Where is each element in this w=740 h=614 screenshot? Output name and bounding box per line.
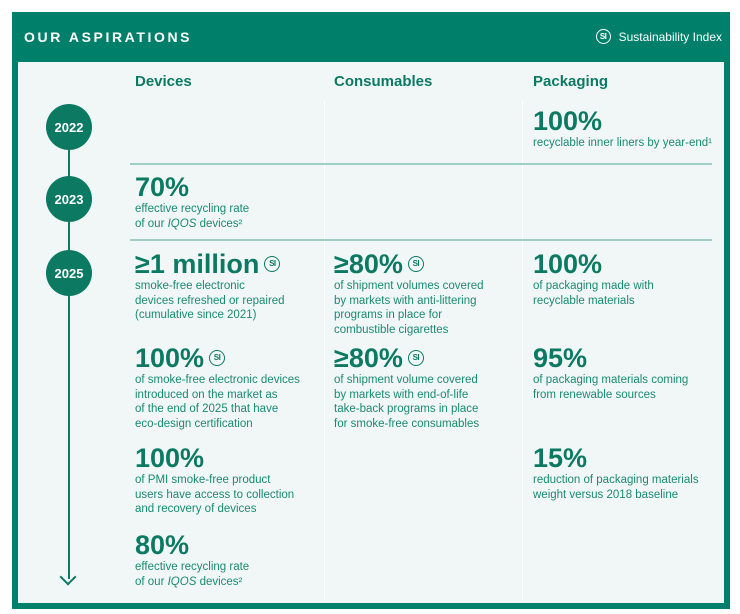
year-2023: 2023 xyxy=(46,176,92,222)
desc-line: of shipment volumes covered xyxy=(334,280,484,292)
desc-text: devices² xyxy=(196,575,243,588)
desc-line: smoke-free electronic xyxy=(135,280,245,292)
desc-line: of packaging materials coming xyxy=(533,374,689,386)
section-title: OUR ASPIRATIONS xyxy=(24,29,193,45)
target-devices-2025-4: 80% effective recycling rate of our IQOS … xyxy=(135,530,325,589)
target-consumables-2025-2: ≥80% SI of shipment volume covered by mark… xyxy=(334,343,524,431)
target-devices-2025-2: 100% SI of smoke-free electronic devices i… xyxy=(135,343,325,431)
brand-name: IQOS xyxy=(167,217,197,230)
target-value: ≥80% xyxy=(334,343,403,373)
content-panel xyxy=(18,62,724,603)
desc-line: of packaging made with xyxy=(533,280,654,292)
target-value: 100% xyxy=(533,106,603,136)
desc-text: of our xyxy=(135,217,168,230)
column-header-consumables: Consumables xyxy=(334,73,433,90)
desc-line: by markets with end-of-life xyxy=(334,388,469,401)
desc-text: devices² xyxy=(196,217,243,230)
desc-line: (cumulative since 2021) xyxy=(135,309,257,321)
target-value: 70% xyxy=(135,172,190,202)
target-consumables-2025-1: ≥80% SI of shipment volumes covered by mar… xyxy=(334,249,524,337)
year-2025: 2025 xyxy=(46,250,92,296)
sustainability-index-icon: SI xyxy=(209,350,226,366)
target-desc: recyclable inner liners by year-end¹ xyxy=(533,137,712,149)
target-value: 15% xyxy=(533,443,588,473)
desc-line: combustible cigarettes xyxy=(334,323,449,336)
desc-line: of PMI smoke-free product xyxy=(135,474,271,486)
target-value: 100% xyxy=(135,443,205,473)
desc-line: devices refreshed or repaired xyxy=(135,294,285,307)
column-divider xyxy=(324,100,325,600)
desc-line: of smoke-free electronic devices xyxy=(135,374,300,386)
target-value: ≥1 million xyxy=(135,249,260,279)
target-packaging-2025-3: 15% reduction of packaging materials weig… xyxy=(533,443,723,502)
sustainability-index-icon: SI xyxy=(595,29,611,44)
si-legend: SI Sustainability Index xyxy=(595,29,722,44)
desc-line: programs in place for xyxy=(334,309,443,321)
si-legend-label: Sustainability Index xyxy=(618,29,722,44)
desc-line: reduction of packaging materials xyxy=(533,474,699,486)
target-value: 95% xyxy=(533,343,588,373)
target-packaging-2022: 100% recyclable inner liners by year-end… xyxy=(533,106,723,151)
target-devices-2025-1: ≥1 million SI smoke-free electronic device… xyxy=(135,249,325,323)
brand-name: IQOS xyxy=(167,575,197,588)
row-divider-2023 xyxy=(130,239,712,241)
desc-line: of the end of 2025 that have xyxy=(135,403,279,415)
desc-line: take-back programs in place xyxy=(334,403,479,415)
timeline-line xyxy=(68,127,70,579)
column-divider xyxy=(522,100,523,600)
desc-line: eco-design certification xyxy=(135,417,253,430)
sustainability-index-icon: SI xyxy=(264,256,281,272)
target-devices-2025-3: 100% of PMI smoke-free product users have… xyxy=(135,443,325,517)
row-divider-2022 xyxy=(130,163,712,165)
desc-line: and recovery of devices xyxy=(135,503,257,515)
target-devices-2023: 70% effective recycling rate of our IQOS … xyxy=(135,172,325,231)
target-packaging-2025-2: 95% of packaging materials coming from re… xyxy=(533,343,723,402)
desc-text: of our xyxy=(135,575,168,588)
target-value: 100% xyxy=(533,249,603,279)
year-2022: 2022 xyxy=(46,104,92,150)
target-value: 100% xyxy=(135,343,205,373)
desc-line: effective recycling rate xyxy=(135,203,250,215)
target-value: ≥80% xyxy=(334,249,403,279)
desc-line: for smoke-free consumables xyxy=(334,417,480,430)
desc-line: by markets with anti-littering xyxy=(334,294,477,307)
desc-line: from renewable sources xyxy=(533,388,656,401)
target-desc: effective recycling rate of our IQOS devi… xyxy=(135,202,325,231)
column-header-packaging: Packaging xyxy=(533,73,609,90)
desc-line: users have access to collection xyxy=(135,488,295,501)
desc-line: weight versus 2018 baseline xyxy=(533,488,679,501)
desc-line: of shipment volume covered xyxy=(334,374,478,386)
desc-line: recyclable materials xyxy=(533,294,635,307)
desc-line: introduced on the market as xyxy=(135,388,278,401)
sustainability-index-icon: SI xyxy=(407,350,424,366)
target-value: 80% xyxy=(135,530,190,560)
target-desc: effective recycling rate of our IQOS devi… xyxy=(135,560,325,589)
sustainability-index-icon: SI xyxy=(407,256,424,272)
column-header-devices: Devices xyxy=(135,73,192,90)
target-packaging-2025-1: 100% of packaging made with recyclable ma… xyxy=(533,249,723,308)
desc-line: effective recycling rate xyxy=(135,561,250,573)
